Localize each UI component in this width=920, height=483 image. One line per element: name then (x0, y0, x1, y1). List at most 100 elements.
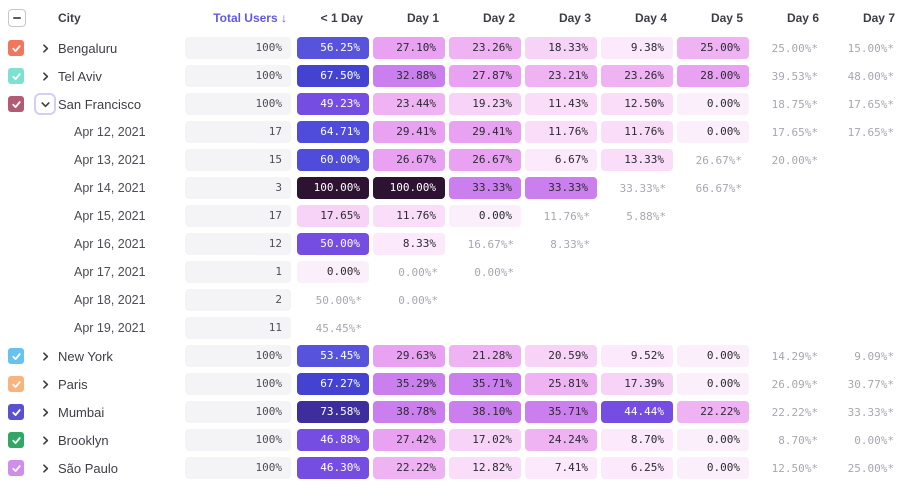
retention-cell[interactable]: 0.00% (677, 429, 749, 451)
retention-cell[interactable]: 46.30% (297, 457, 369, 479)
cohort-date-label: Apr 16, 2021 (74, 237, 146, 251)
row-checkbox[interactable] (8, 432, 24, 448)
retention-cell[interactable]: 49.23% (297, 93, 369, 115)
column-header-day3[interactable]: Day 3 (558, 11, 591, 25)
retention-cell[interactable]: 53.45% (297, 345, 369, 367)
retention-cell[interactable]: 56.25% (297, 37, 369, 59)
retention-cell[interactable]: 11.76% (601, 121, 673, 143)
expand-row-button[interactable] (34, 373, 56, 395)
table-row: New York 100% 53.45% 29.63% 21.28% 20.59% 9.52… (8, 342, 920, 370)
row-checkbox[interactable] (8, 348, 24, 364)
retention-cell[interactable]: 25.00% (677, 37, 749, 59)
retention-cell[interactable]: 27.42% (373, 429, 445, 451)
retention-cell[interactable]: 33.33% (525, 177, 597, 199)
retention-cell[interactable]: 73.58% (297, 401, 369, 423)
retention-cell[interactable]: 33.33% (449, 177, 521, 199)
retention-cell[interactable]: 32.88% (373, 65, 445, 87)
retention-cell[interactable]: 20.59% (525, 345, 597, 367)
retention-cell[interactable]: 0.00% (677, 93, 749, 115)
retention-cell[interactable]: 22.22% (677, 401, 749, 423)
retention-cell[interactable]: 64.71% (297, 121, 369, 143)
retention-cell[interactable]: 18.33% (525, 37, 597, 59)
retention-cell[interactable]: 6.67% (525, 149, 597, 171)
retention-cell[interactable]: 13.33% (601, 149, 673, 171)
expand-row-button[interactable] (34, 345, 56, 367)
retention-cell[interactable]: 60.00% (297, 149, 369, 171)
retention-cell[interactable]: 38.78% (373, 401, 445, 423)
retention-cell[interactable]: 11.43% (525, 93, 597, 115)
retention-cell[interactable]: 67.27% (297, 373, 369, 395)
retention-cell[interactable]: 23.26% (449, 37, 521, 59)
row-checkbox[interactable] (8, 376, 24, 392)
retention-cell[interactable]: 67.50% (297, 65, 369, 87)
retention-cell[interactable]: 0.00% (677, 457, 749, 479)
row-checkbox[interactable] (8, 68, 24, 84)
collapse-row-button[interactable] (34, 93, 56, 115)
retention-cell[interactable]: 11.76% (373, 205, 445, 227)
retention-cell[interactable]: 0.00% (297, 261, 369, 283)
column-header-total-users[interactable]: Total Users ↓ (213, 11, 287, 25)
column-header-day1[interactable]: Day 1 (406, 11, 439, 25)
retention-cell[interactable]: 35.71% (449, 373, 521, 395)
retention-cell[interactable]: 100.00% (373, 177, 445, 199)
retention-cell[interactable]: 0.00% (677, 373, 749, 395)
retention-cell[interactable]: 29.41% (449, 121, 521, 143)
retention-cell[interactable]: 46.88% (297, 429, 369, 451)
retention-cell[interactable]: 19.23% (449, 93, 521, 115)
retention-cell[interactable]: 35.29% (373, 373, 445, 395)
retention-cell[interactable]: 26.67% (449, 149, 521, 171)
retention-cell[interactable]: 7.41% (525, 457, 597, 479)
retention-cell[interactable]: 38.10% (449, 401, 521, 423)
retention-cell[interactable]: 27.10% (373, 37, 445, 59)
table-row: Brooklyn 100% 46.88% 27.42% 17.02% 24.24% 8.70… (8, 426, 920, 454)
retention-cell[interactable]: 17.65% (297, 205, 369, 227)
cohort-date-label: Apr 12, 2021 (74, 125, 146, 139)
retention-cell[interactable]: 44.44% (601, 401, 673, 423)
column-header-day6[interactable]: Day 6 (786, 11, 819, 25)
retention-cell[interactable]: 17.02% (449, 429, 521, 451)
retention-cell[interactable]: 9.52% (601, 345, 673, 367)
retention-cell[interactable]: 8.33% (373, 233, 445, 255)
expand-row-button[interactable] (34, 65, 56, 87)
retention-cell[interactable]: 29.63% (373, 345, 445, 367)
retention-cell[interactable]: 11.76% (525, 121, 597, 143)
select-all-checkbox[interactable] (8, 9, 26, 27)
retention-cell[interactable]: 17.39% (601, 373, 673, 395)
retention-cell[interactable]: 9.38% (601, 37, 673, 59)
row-checkbox[interactable] (8, 404, 24, 420)
retention-cell[interactable]: 12.82% (449, 457, 521, 479)
retention-cell[interactable]: 24.24% (525, 429, 597, 451)
row-checkbox[interactable] (8, 96, 24, 112)
column-header-day2[interactable]: Day 2 (482, 11, 515, 25)
row-checkbox[interactable] (8, 460, 24, 476)
retention-cell[interactable]: 50.00% (297, 233, 369, 255)
retention-cell[interactable]: 0.00% (677, 345, 749, 367)
retention-cell[interactable]: 23.21% (525, 65, 597, 87)
column-header-day5[interactable]: Day 5 (710, 11, 743, 25)
retention-cell[interactable]: 27.87% (449, 65, 521, 87)
expand-row-button[interactable] (34, 457, 56, 479)
retention-cell[interactable]: 0.00% (449, 205, 521, 227)
retention-cell[interactable]: 29.41% (373, 121, 445, 143)
retention-cell[interactable]: 21.28% (449, 345, 521, 367)
column-header-lt1day[interactable]: < 1 Day (320, 11, 363, 25)
expand-row-button[interactable] (34, 37, 56, 59)
retention-cell[interactable]: 28.00% (677, 65, 749, 87)
retention-cell[interactable]: 26.67% (373, 149, 445, 171)
column-header-day4[interactable]: Day 4 (634, 11, 667, 25)
retention-cell[interactable]: 0.00% (677, 121, 749, 143)
row-checkbox[interactable] (8, 40, 24, 56)
expand-row-button[interactable] (34, 429, 56, 451)
retention-cell[interactable]: 35.71% (525, 401, 597, 423)
column-header-day7[interactable]: Day 7 (862, 11, 895, 25)
column-header-city[interactable]: City (58, 11, 81, 25)
retention-cell[interactable]: 22.22% (373, 457, 445, 479)
retention-cell[interactable]: 8.70% (601, 429, 673, 451)
retention-cell[interactable]: 12.50% (601, 93, 673, 115)
retention-cell[interactable]: 23.44% (373, 93, 445, 115)
retention-cell[interactable]: 100.00% (297, 177, 369, 199)
expand-row-button[interactable] (34, 401, 56, 423)
retention-cell[interactable]: 25.81% (525, 373, 597, 395)
retention-cell[interactable]: 23.26% (601, 65, 673, 87)
retention-cell[interactable]: 6.25% (601, 457, 673, 479)
